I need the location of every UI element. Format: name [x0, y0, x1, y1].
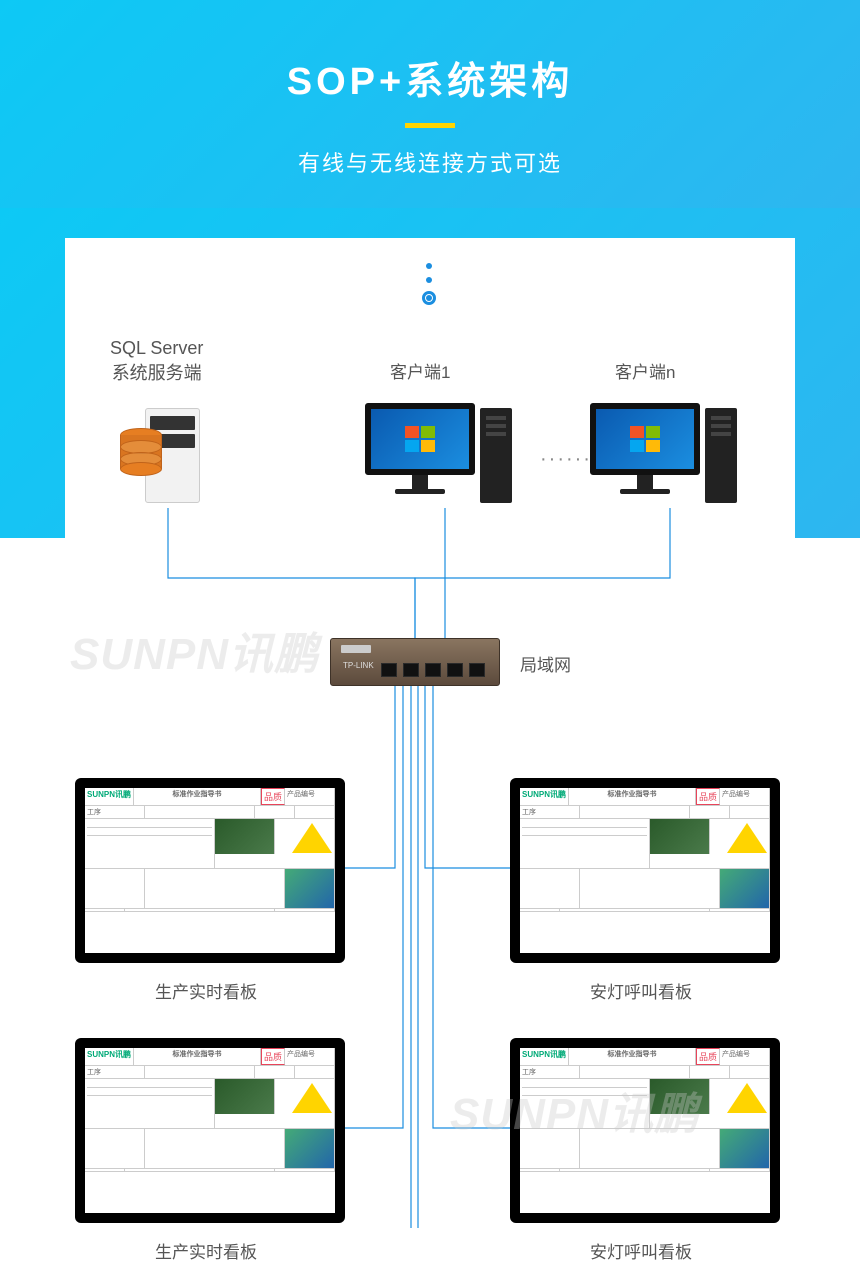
client1-pc-icon — [365, 403, 475, 494]
tablet-tl: SUNPN讯鹏标准作业指导书品质产品编号 工序 — [75, 778, 345, 963]
server-label-line1: SQL Server — [110, 338, 203, 358]
lan-label: 局域网 — [520, 651, 571, 676]
clientn-pc-icon — [590, 403, 700, 494]
diagram-canvas: SQL Server 系统服务端 客户端1 ······ 客户端n T — [0, 208, 860, 1238]
server-label-line2: 系统服务端 — [112, 363, 202, 383]
title-underline — [405, 123, 455, 128]
client1-label: 客户端1 — [390, 358, 450, 383]
tablet-tr: SUNPN讯鹏标准作业指导书品质产品编号 工序 — [510, 778, 780, 963]
tablet-br: SUNPN讯鹏标准作业指导书品质产品编号 工序 — [510, 1038, 780, 1223]
tablet-bl-label: 生产实时看板 — [155, 1238, 257, 1263]
clientn-label: 客户端n — [615, 358, 675, 383]
tablet-bl: SUNPN讯鹏标准作业指导书品质产品编号 工序 — [75, 1038, 345, 1223]
page-title: SOP+系统架构 — [0, 50, 860, 105]
tablet-tr-label: 安灯呼叫看板 — [590, 978, 692, 1003]
ellipsis-icon: ······ — [540, 448, 592, 471]
tablet-tl-label: 生产实时看板 — [155, 978, 257, 1003]
sql-server-icon — [120, 398, 210, 508]
wireless-beacon-icon — [422, 263, 436, 305]
header-banner: SOP+系统架构 有线与无线连接方式可选 — [0, 0, 860, 208]
router-icon: TP-LINK — [330, 638, 500, 686]
router-brand: TP-LINK — [343, 661, 374, 670]
page-subtitle: 有线与无线连接方式可选 — [0, 146, 860, 178]
server-label: SQL Server 系统服务端 — [110, 338, 203, 385]
tablet-br-label: 安灯呼叫看板 — [590, 1238, 692, 1263]
